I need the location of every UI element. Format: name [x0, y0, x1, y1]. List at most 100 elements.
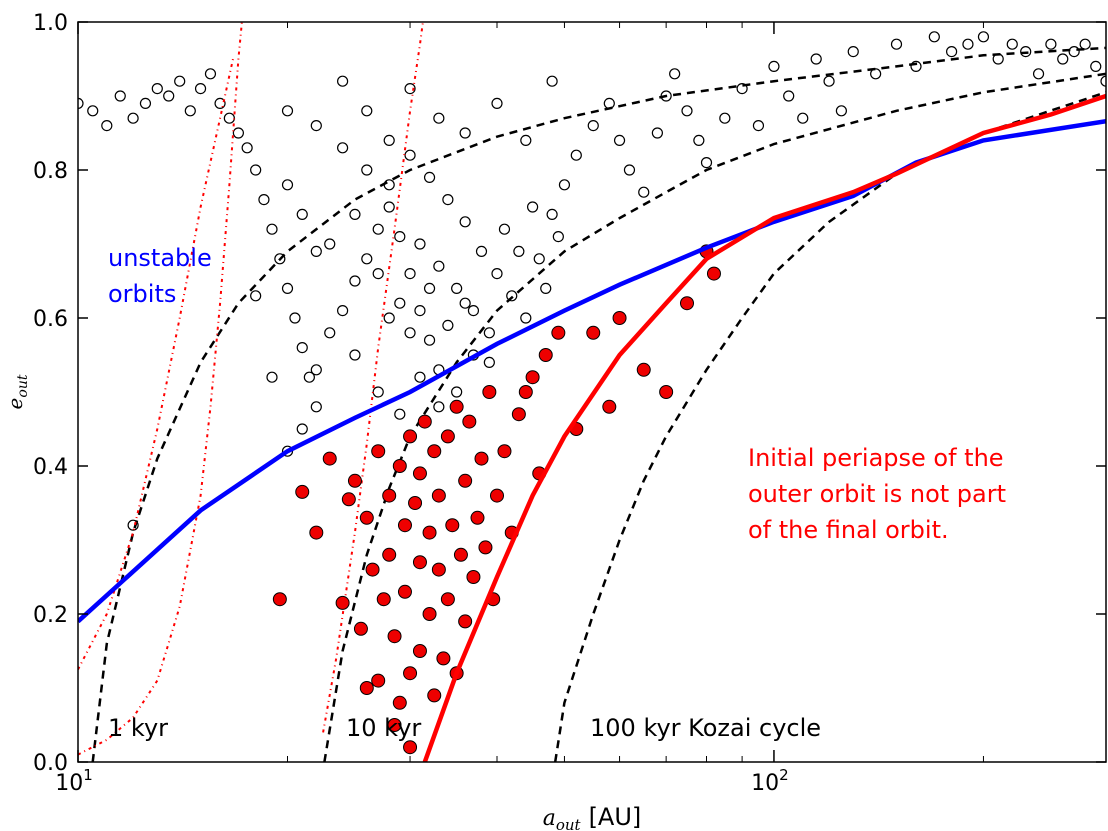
stable-point: [412, 466, 427, 481]
unstable-point: [184, 105, 196, 117]
unstable-point: [467, 305, 480, 317]
unstable-point: [223, 112, 235, 124]
stable-point: [449, 399, 464, 414]
x-axis-symbol: a: [543, 806, 556, 831]
annotation-periapse-line-2: outer orbit is not part: [748, 480, 1006, 508]
y-tick-label: 0.0: [33, 751, 68, 776]
unstable-point: [337, 305, 349, 317]
ticks: 0.0 0.2 0.4 0.6 0.8 1.0 101 102: [33, 11, 1106, 796]
stable-point: [445, 518, 460, 533]
stable-point: [453, 547, 468, 562]
unstable-point: [214, 97, 226, 110]
y-axis-subscript: out: [15, 374, 31, 397]
x-axis-unit: [AU]: [589, 803, 642, 831]
unstable-point: [638, 186, 650, 198]
unstable-point: [404, 327, 416, 339]
unstable-point: [546, 75, 558, 87]
unstable-point: [266, 223, 278, 235]
stable-point: [706, 266, 721, 281]
stable-point: [376, 592, 391, 607]
unstable-point: [736, 82, 748, 95]
unstable-point: [459, 216, 471, 228]
stable-point: [387, 629, 402, 644]
stable-point: [412, 644, 427, 658]
unstable-point: [527, 201, 539, 213]
stable-point: [612, 311, 627, 325]
unstable-point: [491, 268, 503, 280]
red-stability-line: [422, 93, 1106, 762]
unstable-point: [700, 157, 713, 169]
unstable-point: [552, 231, 564, 243]
dotted-curve-1: [78, 22, 243, 756]
unstable-point: [349, 208, 361, 220]
dashed-curve-1: [91, 46, 1106, 762]
stable-point: [427, 688, 442, 703]
unstable-point: [101, 119, 113, 132]
annotation-periapse-line-3: of the final orbit.: [748, 516, 949, 544]
unstable-point: [570, 149, 582, 161]
unstable-point: [303, 371, 315, 383]
unstable-point: [433, 260, 445, 272]
unstable-point: [310, 401, 322, 413]
stable-point: [382, 547, 397, 562]
stable-point: [359, 510, 374, 525]
dotted-curve-3: [322, 22, 424, 733]
stable-point: [518, 385, 533, 399]
stable-point: [417, 414, 432, 429]
annotation-unstable: unstable orbits: [108, 244, 219, 308]
unstable-point: [151, 82, 163, 95]
unstable-point: [587, 119, 599, 132]
unstable-point: [194, 82, 207, 95]
unstable-point: [241, 142, 253, 154]
annotation-periapse: Initial periapse of the outer orbit is n…: [748, 444, 1014, 544]
x-axis-label: aout [AU]: [543, 803, 642, 831]
y-tick-label: 1.0: [33, 11, 68, 36]
unstable-point: [797, 112, 809, 124]
unstable-point: [127, 519, 139, 531]
unstable-point: [281, 179, 294, 191]
annotation-10kyr: 10 kyr: [346, 714, 421, 742]
blue-stability-line: [78, 118, 1106, 624]
unstable-point: [87, 105, 99, 117]
unstable-point: [414, 371, 426, 383]
unstable-point: [394, 408, 406, 420]
unstable-point: [232, 127, 244, 139]
unstable-point: [1045, 38, 1057, 50]
unstable-point: [681, 105, 693, 117]
unstable-point: [483, 327, 495, 339]
stable-point: [659, 385, 674, 399]
unstable-point: [459, 297, 471, 309]
unstable-point: [693, 134, 705, 146]
unstable-point: [783, 90, 795, 102]
unstable-point: [139, 97, 152, 110]
unstable-point: [613, 134, 626, 146]
unstable-point: [451, 282, 463, 294]
unstable-point: [310, 245, 322, 257]
unstable-point: [498, 223, 511, 235]
unstable-point: [258, 194, 270, 206]
unstable-point: [114, 90, 126, 102]
unstable-point: [506, 290, 518, 302]
stable-point: [679, 296, 694, 311]
stable-point: [462, 414, 477, 429]
stable-point: [272, 592, 287, 607]
stable-point: [478, 540, 493, 555]
plot-area: [78, 22, 1106, 762]
unstable-point: [810, 53, 822, 65]
y-tick-label: 0.6: [33, 307, 68, 332]
unstable-point: [491, 97, 503, 110]
unstable-point: [372, 223, 384, 235]
unstable-point: [349, 349, 361, 361]
stable-point: [309, 525, 324, 540]
x-axis-subscript: out: [556, 816, 582, 831]
unstable-point: [274, 253, 286, 265]
stable-point: [431, 562, 446, 577]
stable-point: [458, 473, 473, 488]
x-tick-label: 101: [55, 766, 93, 796]
unstable-point: [423, 171, 436, 183]
stable-point: [341, 492, 356, 507]
unstable-point: [533, 253, 545, 265]
stable-point: [371, 673, 386, 688]
stable-point: [586, 325, 601, 340]
